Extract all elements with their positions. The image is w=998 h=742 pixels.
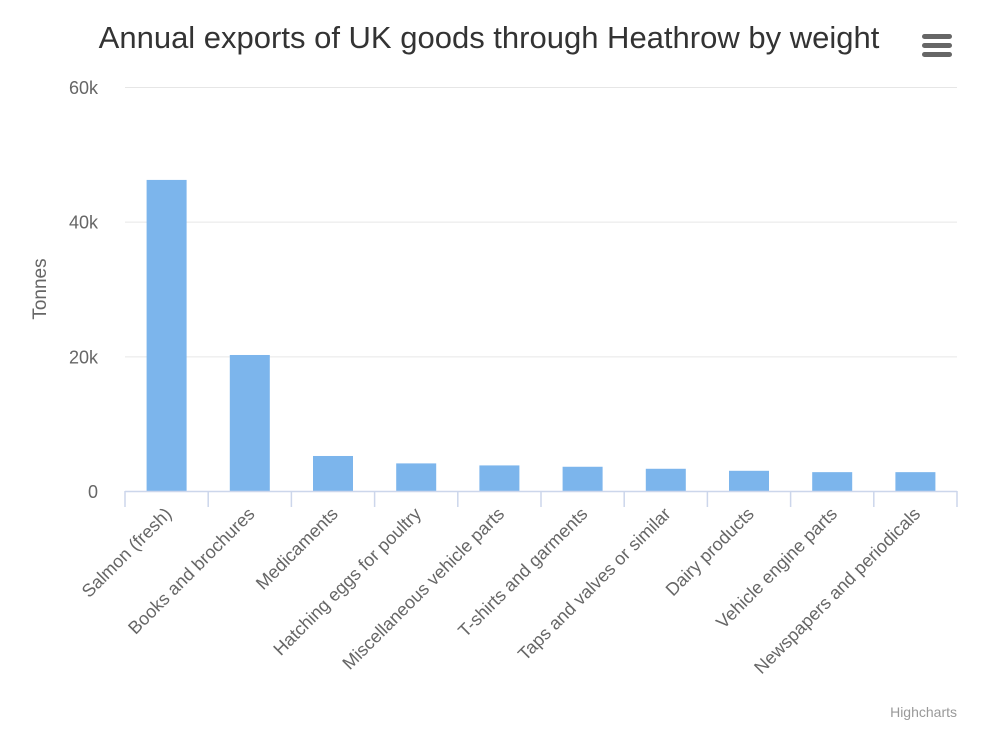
- bar[interactable]: [729, 470, 769, 491]
- bar[interactable]: [895, 472, 936, 491]
- menu-line: [922, 52, 952, 57]
- bars: [146, 179, 936, 492]
- hamburger-menu-icon[interactable]: [920, 31, 954, 59]
- x-tick-label: Miscellaneous vehicle parts: [338, 504, 508, 674]
- x-tick-label: Medicaments: [252, 504, 342, 594]
- x-tick-label: Newspapers and periodicals: [750, 504, 924, 678]
- x-axis-labels: Salmon (fresh)Books and brochuresMedicam…: [78, 504, 924, 678]
- menu-line: [922, 43, 952, 48]
- bar[interactable]: [396, 463, 437, 491]
- y-tick-label: 40k: [69, 213, 99, 233]
- x-axis: [124, 490, 958, 507]
- bar[interactable]: [146, 179, 187, 492]
- x-tick-label: Hatching eggs for poultry: [269, 504, 425, 660]
- bar[interactable]: [229, 354, 270, 491]
- credits-link[interactable]: Highcharts: [890, 704, 957, 720]
- grid-lines: [125, 87, 957, 358]
- bar[interactable]: [479, 465, 520, 491]
- y-tick-label: 20k: [69, 347, 99, 367]
- y-tick-label: 60k: [69, 78, 99, 98]
- y-axis-label: Tonnes: [30, 258, 51, 319]
- bar[interactable]: [645, 468, 686, 491]
- x-tick-label: Taps and valves or similar: [514, 504, 675, 665]
- bar[interactable]: [812, 472, 853, 491]
- bar[interactable]: [313, 455, 353, 491]
- x-tick-label: Dairy products: [662, 504, 758, 600]
- menu-line: [922, 34, 952, 39]
- y-axis-ticks: 0 20k 40k 60k: [69, 78, 99, 502]
- y-tick-label: 0: [88, 482, 98, 502]
- bar[interactable]: [562, 466, 603, 491]
- chart-title: Annual exports of UK goods through Heath…: [98, 20, 880, 55]
